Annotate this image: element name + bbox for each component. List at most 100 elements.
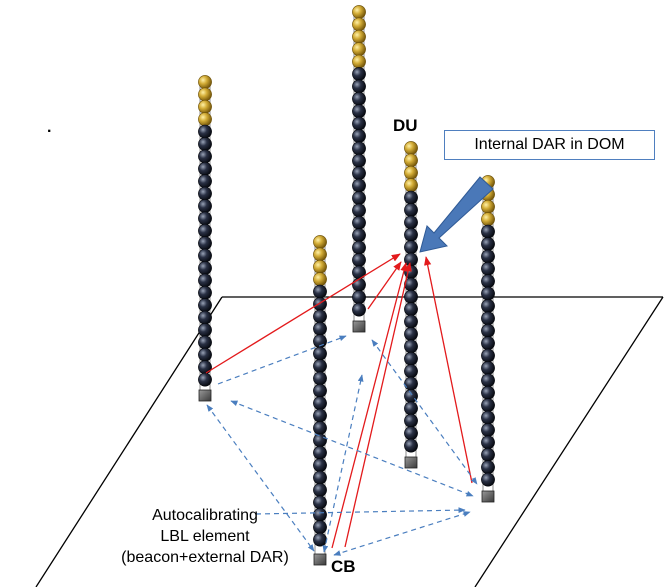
dom-sphere (404, 339, 418, 354)
dom-sphere (404, 376, 418, 391)
buoy-sphere (313, 235, 327, 249)
dom-sphere (198, 186, 212, 201)
du-anchor (313, 553, 327, 566)
du-anchor (404, 456, 418, 469)
dom-sphere (352, 67, 366, 81)
dom-sphere (198, 137, 212, 151)
dom-sphere (481, 286, 495, 301)
red-acoustic-link (424, 256, 473, 484)
dom-sphere (313, 396, 327, 411)
dom-sphere (198, 323, 212, 337)
autocalibrating-caption: Autocalibrating LBL element (beacon+exte… (100, 505, 310, 568)
autocal-line-3: (beacon+external DAR) (121, 549, 289, 566)
buoy-sphere (481, 199, 495, 214)
autocal-line-1: Autocalibrating (152, 507, 258, 524)
du-string-center-back (352, 5, 366, 333)
dom-sphere (198, 335, 212, 350)
dom-sphere (404, 302, 418, 317)
dom-sphere (313, 433, 327, 448)
dom-sphere (198, 273, 212, 288)
dom-sphere (352, 253, 366, 267)
dom-sphere (481, 274, 495, 289)
dom-sphere (481, 299, 495, 313)
dom-sphere (313, 470, 327, 485)
dom-sphere (481, 435, 495, 450)
buoy-sphere (481, 212, 495, 227)
dom-sphere (404, 227, 418, 242)
dom-sphere (481, 224, 495, 239)
du-anchor (481, 490, 495, 503)
dom-sphere (481, 472, 495, 487)
dom-sphere (198, 161, 212, 176)
acoustic-links (205, 253, 478, 556)
blue-acoustic-link (255, 507, 466, 515)
detection-units (198, 5, 495, 566)
dom-sphere (198, 285, 212, 300)
dom-sphere (313, 532, 327, 547)
dom-sphere (198, 199, 212, 213)
callout-arrow (419, 176, 494, 253)
buoy-sphere (352, 54, 366, 69)
blue-acoustic-link (333, 511, 471, 556)
dom-sphere (352, 191, 366, 205)
dom-sphere (352, 228, 366, 243)
buoy-sphere (404, 178, 418, 193)
dom-sphere (481, 336, 495, 351)
dom-sphere (313, 520, 327, 535)
dom-sphere (313, 284, 327, 299)
dom-sphere (198, 174, 212, 189)
dom-sphere (481, 385, 495, 400)
dom-sphere (198, 298, 212, 313)
blue-acoustic-link (217, 335, 347, 385)
dom-sphere (404, 426, 418, 441)
dom-sphere (198, 261, 212, 275)
dom-sphere (481, 237, 495, 251)
dom-sphere (481, 323, 495, 338)
dom-sphere (404, 438, 418, 453)
dom-sphere (313, 383, 327, 398)
dom-sphere (313, 359, 327, 373)
dom-sphere (404, 240, 418, 255)
buoy-sphere (198, 112, 212, 127)
dom-sphere (404, 351, 418, 366)
dom-sphere (198, 372, 212, 387)
dom-sphere (481, 373, 495, 388)
buoy-sphere (198, 99, 212, 114)
buoy-sphere (352, 5, 366, 19)
dom-sphere (404, 413, 418, 428)
dom-sphere (352, 290, 366, 305)
dom-sphere (313, 421, 327, 435)
dom-sphere (352, 141, 366, 156)
red-acoustic-link (331, 262, 408, 549)
dom-sphere (352, 91, 366, 106)
buoy-sphere (313, 247, 327, 262)
dom-sphere (198, 347, 212, 362)
dom-sphere (352, 240, 366, 255)
dom-sphere (313, 346, 327, 361)
dom-sphere (313, 408, 327, 423)
dom-sphere (481, 410, 495, 425)
red-acoustic-link (205, 253, 401, 374)
dom-sphere (352, 203, 366, 218)
dom-sphere (481, 460, 495, 475)
buoy-sphere (352, 17, 366, 32)
dom-sphere (313, 309, 327, 324)
dom-sphere (352, 129, 366, 143)
buoy-sphere (352, 42, 366, 57)
dom-sphere (352, 79, 366, 94)
dom-sphere (198, 124, 212, 139)
dom-sphere (352, 277, 366, 292)
du-string-front (313, 235, 327, 566)
buoy-sphere (198, 75, 212, 89)
callout-box: Internal DAR in DOM (444, 130, 655, 160)
callout-text: Internal DAR in DOM (474, 136, 625, 153)
dom-sphere (352, 178, 366, 193)
dom-sphere (352, 215, 366, 230)
dom-sphere (404, 203, 418, 217)
dom-sphere (481, 249, 495, 264)
dom-sphere (313, 297, 327, 311)
dom-sphere (481, 398, 495, 413)
dom-sphere (313, 321, 327, 336)
dom-sphere (352, 153, 366, 168)
dom-sphere (481, 348, 495, 363)
